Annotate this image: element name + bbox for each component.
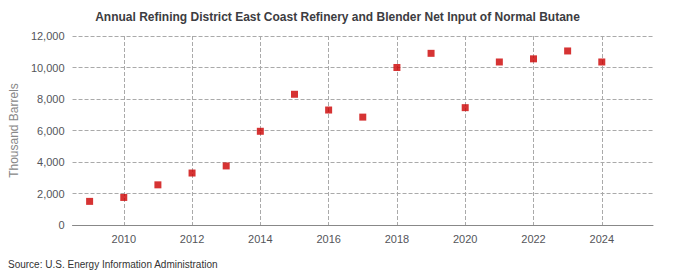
svg-text:2018: 2018 bbox=[385, 233, 409, 245]
svg-text:2012: 2012 bbox=[180, 233, 204, 245]
svg-text:Annual Refining District East: Annual Refining District East Coast Refi… bbox=[95, 10, 580, 24]
svg-text:2016: 2016 bbox=[316, 233, 340, 245]
svg-text:12,000: 12,000 bbox=[31, 30, 65, 42]
svg-text:6,000: 6,000 bbox=[37, 125, 65, 137]
svg-text:10,000: 10,000 bbox=[31, 62, 65, 74]
svg-text:Thousand Barrels: Thousand Barrels bbox=[7, 83, 21, 178]
svg-text:2020: 2020 bbox=[453, 233, 477, 245]
svg-text:4,000: 4,000 bbox=[37, 156, 65, 168]
svg-text:8,000: 8,000 bbox=[37, 93, 65, 105]
svg-text:2010: 2010 bbox=[112, 233, 136, 245]
svg-text:2,000: 2,000 bbox=[37, 188, 65, 200]
svg-text:2024: 2024 bbox=[590, 233, 614, 245]
svg-text:2014: 2014 bbox=[248, 233, 272, 245]
svg-text:0: 0 bbox=[58, 219, 64, 231]
svg-text:Source: U.S. Energy Informatio: Source: U.S. Energy Information Administ… bbox=[8, 259, 218, 270]
svg-text:2022: 2022 bbox=[521, 233, 545, 245]
